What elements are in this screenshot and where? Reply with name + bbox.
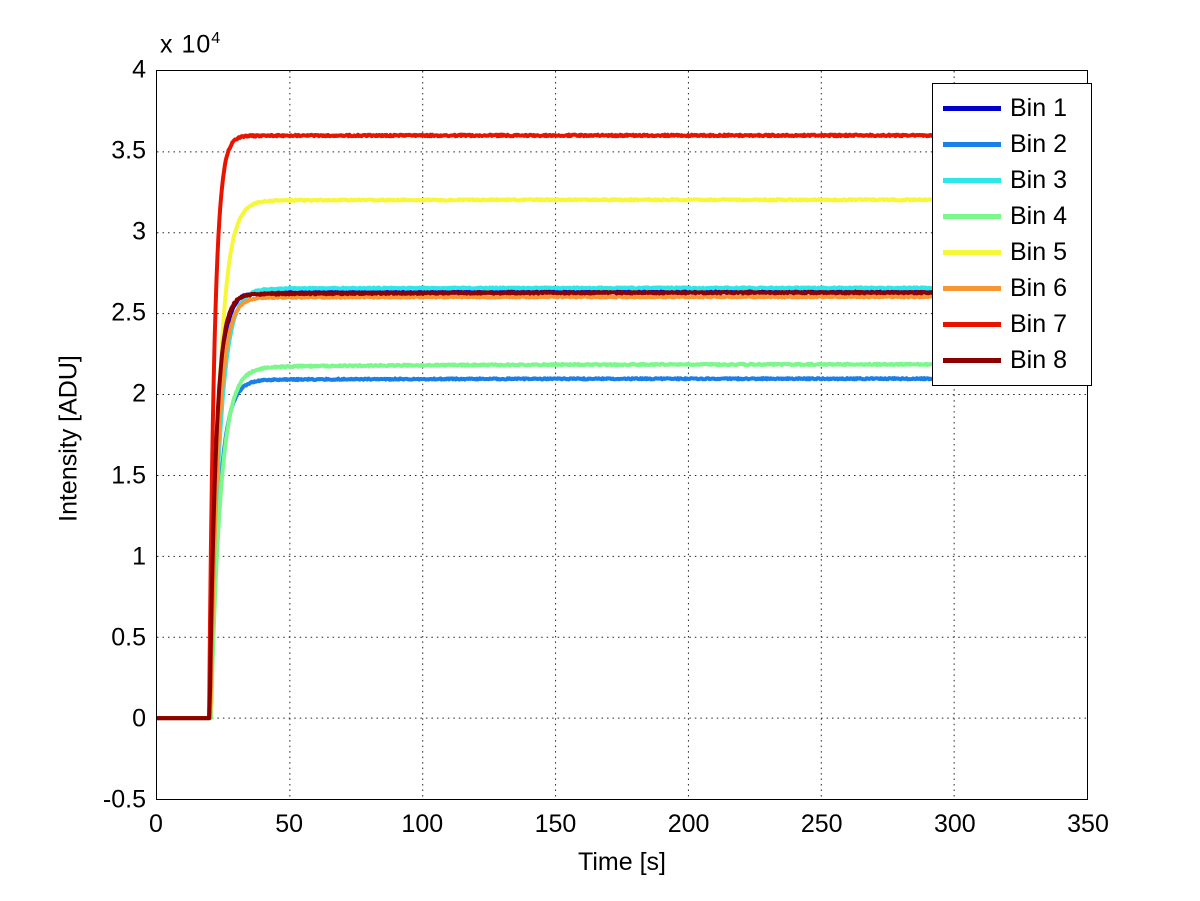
legend-entry[interactable]: Bin 3 — [933, 162, 1091, 198]
y-tick-label: -0.5 — [102, 785, 146, 814]
x-tick-label: 0 — [149, 810, 163, 838]
legend-color-swatch — [943, 105, 1001, 111]
y-axis-multiplier-exponent: 4 — [211, 30, 222, 47]
y-tick-label: 2.5 — [111, 298, 146, 327]
y-tick-label: 1.5 — [111, 461, 146, 490]
legend-box: Bin 1 Bin 2 Bin 3 Bin 4 Bin 5 Bin 6 Bin 7 Bin 8 — [932, 83, 1092, 386]
legend-color-swatch — [943, 141, 1001, 147]
x-tick-label: 100 — [401, 810, 444, 838]
legend-label: Bin 2 — [1010, 129, 1067, 158]
series-line — [157, 376, 1087, 721]
legend-color-swatch — [943, 321, 1001, 327]
legend-color-swatch — [943, 213, 1001, 219]
x-tick-label: 50 — [275, 810, 304, 838]
legend-color-swatch — [943, 177, 1001, 183]
x-tick-label: 250 — [800, 810, 843, 838]
y-axis-tick-labels: -0.5 0 0.5 1 1.5 2 2.5 3 3.5 4 — [0, 56, 146, 814]
y-tick-label: 4 — [132, 55, 146, 84]
legend-color-swatch — [943, 357, 1001, 363]
legend-entry[interactable]: Bin 4 — [933, 198, 1091, 234]
legend-color-swatch — [943, 249, 1001, 255]
y-tick-label: 0 — [132, 704, 146, 733]
y-axis-title: Intensity [ADU] — [54, 355, 83, 522]
legend-color-swatch — [943, 285, 1001, 291]
x-tick-label: 300 — [933, 810, 976, 838]
legend-label: Bin 6 — [1010, 273, 1067, 302]
y-tick-label: 2 — [132, 379, 146, 408]
legend-entry[interactable]: Bin 8 — [933, 342, 1091, 378]
series-line — [157, 361, 1087, 721]
legend-label: Bin 4 — [1010, 201, 1067, 230]
x-tick-label: 350 — [1067, 810, 1109, 838]
legend-entry[interactable]: Bin 1 — [933, 90, 1091, 126]
legend-entry[interactable]: Bin 2 — [933, 126, 1091, 162]
x-axis-tick-labels: 0 50 100 150 200 250 300 350 — [149, 810, 1109, 850]
x-axis-title: Time [s] — [578, 848, 666, 876]
y-axis-multiplier-label: x 104 — [160, 30, 221, 59]
legend-label: Bin 1 — [1010, 93, 1067, 122]
x-tick-label: 150 — [534, 810, 577, 838]
legend-entry[interactable]: Bin 5 — [933, 234, 1091, 270]
y-tick-label: 0.5 — [111, 623, 146, 652]
legend-label: Bin 3 — [1010, 165, 1067, 194]
legend-label: Bin 8 — [1010, 345, 1067, 374]
y-tick-label: 1 — [132, 542, 146, 571]
y-tick-label: 3 — [132, 217, 146, 246]
y-axis-multiplier-text: x 10 — [160, 30, 212, 59]
legend-label: Bin 5 — [1010, 237, 1067, 266]
y-tick-label: 3.5 — [111, 136, 146, 165]
legend-entry[interactable]: Bin 6 — [933, 270, 1091, 306]
x-tick-label: 200 — [667, 810, 710, 838]
legend-label: Bin 7 — [1010, 309, 1067, 338]
legend-entry[interactable]: Bin 7 — [933, 306, 1091, 342]
